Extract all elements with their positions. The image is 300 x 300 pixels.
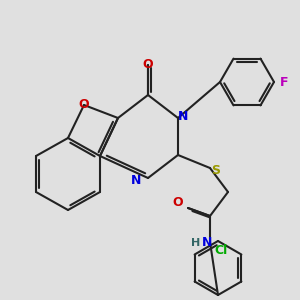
Text: F: F (280, 76, 288, 88)
Text: H: H (191, 238, 201, 248)
Text: N: N (131, 173, 141, 187)
Text: N: N (178, 110, 188, 122)
Text: S: S (212, 164, 220, 178)
Text: O: O (143, 58, 153, 71)
Text: O: O (173, 196, 183, 209)
Text: N: N (202, 236, 212, 250)
Text: O: O (79, 98, 89, 112)
Text: Cl: Cl (214, 244, 228, 257)
